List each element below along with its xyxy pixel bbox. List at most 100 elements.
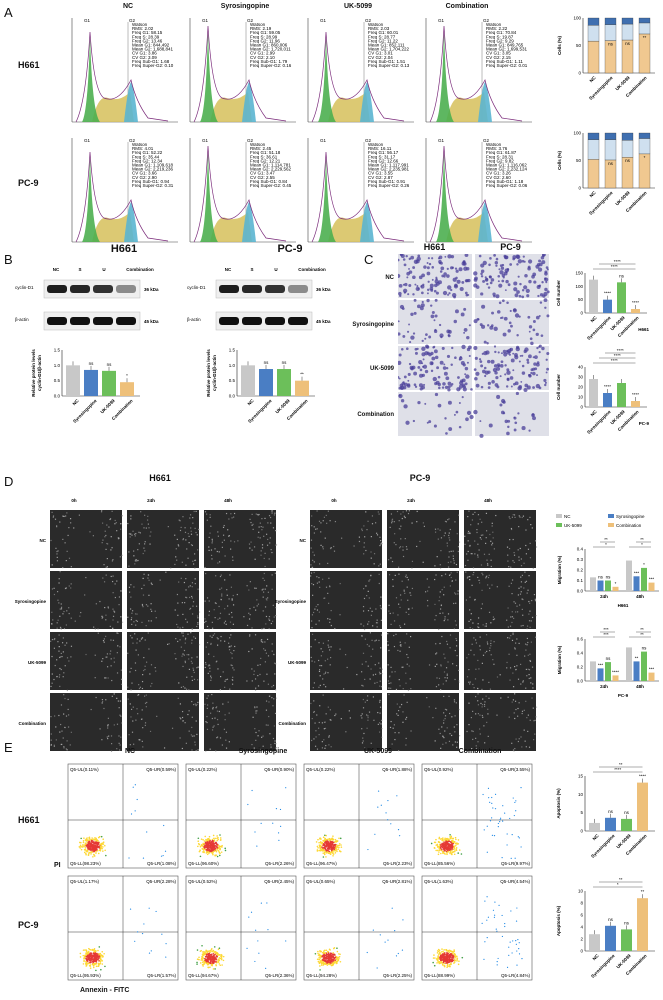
cell-speck xyxy=(314,639,316,641)
cell-dot xyxy=(447,254,452,259)
cell-speck xyxy=(510,616,512,618)
event-dot xyxy=(336,840,338,843)
cell-speck xyxy=(217,638,219,640)
cell-speck xyxy=(265,615,268,618)
event-dot xyxy=(315,841,318,843)
cell-speck xyxy=(231,598,233,600)
event-dot xyxy=(213,840,216,842)
cell-speck xyxy=(512,633,514,636)
cell-speck xyxy=(434,665,436,667)
cell-speck xyxy=(522,515,525,517)
blot-band xyxy=(242,285,262,293)
cell-speck xyxy=(397,566,400,568)
event-dot xyxy=(489,820,492,822)
stats-line: Freq Super-G2: 0.06 xyxy=(486,183,528,188)
cell-dot xyxy=(501,279,505,283)
cell-dot xyxy=(454,309,459,314)
wound-row-label: Syrosingopine xyxy=(15,599,47,604)
cell-speck xyxy=(324,727,327,730)
cell-speck xyxy=(137,654,139,656)
event-dot xyxy=(212,952,215,955)
stats-line: CV G1: 3.26 xyxy=(486,171,511,176)
cell-dot xyxy=(526,385,531,390)
cell-speck xyxy=(450,561,452,563)
cell-speck xyxy=(447,613,450,615)
cell-speck xyxy=(318,642,320,644)
event-dot xyxy=(91,845,94,848)
cell-speck xyxy=(260,639,262,641)
cell-dot xyxy=(521,426,526,431)
cell-speck xyxy=(128,591,131,593)
cell-speck xyxy=(517,549,519,551)
cell-speck xyxy=(528,673,530,676)
event-dot xyxy=(90,839,93,842)
cell-speck xyxy=(473,571,475,574)
cell-dot xyxy=(442,290,448,296)
cell-speck xyxy=(457,550,459,553)
cell-speck xyxy=(165,571,167,573)
event-dot xyxy=(93,956,96,959)
cell-speck xyxy=(473,637,475,639)
cell-speck xyxy=(216,550,218,553)
cell-dot xyxy=(536,262,541,267)
cell-speck xyxy=(111,510,113,512)
e-col-syro: Syrosingopine xyxy=(238,748,288,755)
cell-dot xyxy=(513,281,518,286)
cell-speck xyxy=(329,719,331,721)
event-dot xyxy=(224,847,226,850)
cell-speck xyxy=(522,624,524,627)
cell-speck xyxy=(327,618,329,620)
x-tick-label: UK-5099 xyxy=(274,398,291,415)
cell-speck xyxy=(316,748,319,750)
cell-speck xyxy=(254,678,257,680)
transwell-images xyxy=(398,254,550,438)
cell-speck xyxy=(451,734,453,737)
cell-speck xyxy=(106,542,108,545)
cell-speck xyxy=(147,523,149,525)
image-bg xyxy=(464,571,536,629)
cell-speck xyxy=(120,590,122,592)
cell-speck xyxy=(398,528,400,530)
cell-speck xyxy=(211,693,213,696)
blot-band xyxy=(116,317,136,325)
cell-dot xyxy=(487,286,491,289)
event-dot xyxy=(514,857,516,859)
event-dot xyxy=(334,838,337,841)
cell-speck xyxy=(506,619,508,621)
cell-dot xyxy=(431,311,435,315)
cell-speck xyxy=(399,706,401,708)
cell-speck xyxy=(147,577,149,579)
event-dot xyxy=(83,845,85,848)
sig-mark: **** xyxy=(632,300,639,305)
image-bg xyxy=(398,300,472,344)
event-dot xyxy=(85,963,88,965)
event-dot xyxy=(204,846,206,849)
cell-speck xyxy=(262,745,264,747)
cell-speck xyxy=(114,596,116,599)
stats-block: Watson RMS: 2.19 Freq G1: 59.05 Freq S: 28.… xyxy=(250,22,292,68)
cell-speck xyxy=(478,582,481,584)
cell-speck xyxy=(120,528,122,530)
cell-dot xyxy=(489,281,493,285)
cell-speck xyxy=(274,689,277,691)
cell-speck xyxy=(78,514,80,516)
g2-peak xyxy=(124,202,138,242)
wound-row-label: UK-5099 xyxy=(28,660,47,665)
cell-speck xyxy=(522,614,524,616)
event-dot xyxy=(208,838,211,841)
cell-speck xyxy=(221,593,223,595)
cell-speck xyxy=(56,525,58,527)
cell-dot xyxy=(462,387,467,392)
y-tick-label: 0 xyxy=(578,71,581,76)
time-label: 0h xyxy=(71,498,77,503)
cell-speck xyxy=(64,644,66,646)
cell-speck xyxy=(151,583,153,586)
event-dot xyxy=(333,843,335,846)
event-dot xyxy=(325,834,327,837)
cell-speck xyxy=(380,607,382,609)
cell-speck xyxy=(261,544,264,546)
event-dot xyxy=(214,841,217,844)
bar xyxy=(641,567,647,591)
event-dot xyxy=(329,853,332,856)
cell-dot xyxy=(480,364,484,368)
